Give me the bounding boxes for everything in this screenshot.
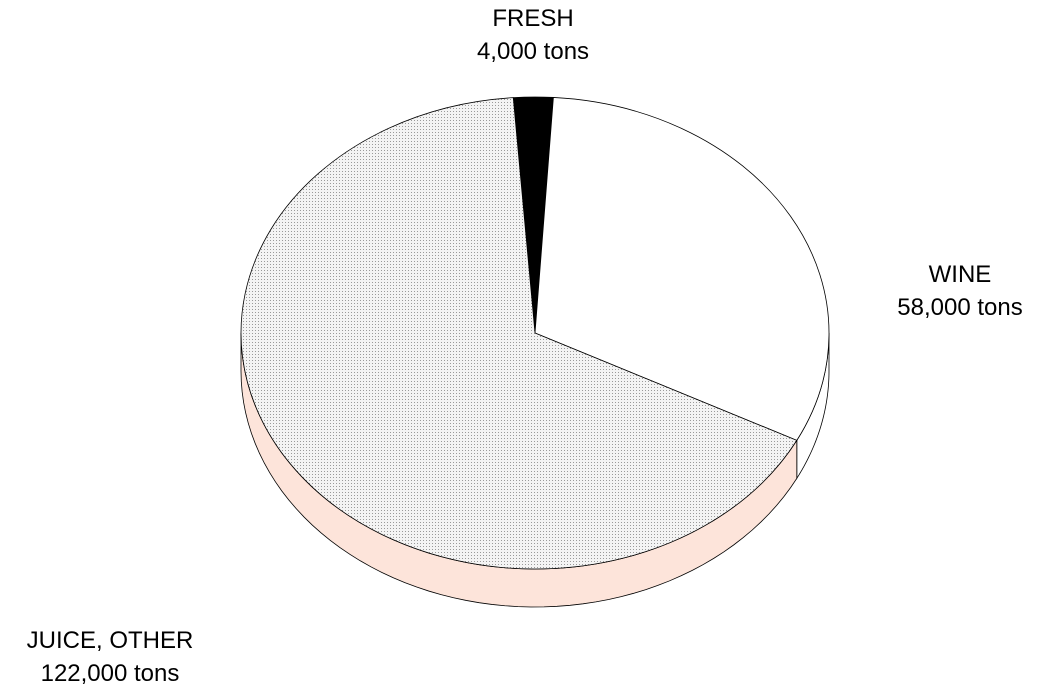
slice-name-wine: WINE	[928, 261, 992, 288]
pie-slice-juice-other	[240, 97, 798, 570]
slice-label-wine: WINE 58,000 tons	[860, 258, 1057, 324]
pie-slice-wine	[534, 97, 830, 441]
slice-value-juice-other: 122,000 tons	[40, 660, 180, 687]
slice-name-fresh: FRESH	[492, 5, 574, 32]
slice-label-juice-other: JUICE, OTHER 122,000 tons	[0, 624, 220, 690]
slice-name-juice-other: JUICE, OTHER	[26, 627, 194, 654]
slice-value-wine: 58,000 tons	[897, 294, 1023, 321]
slice-value-fresh: 4,000 tons	[476, 38, 590, 65]
slice-label-fresh: FRESH 4,000 tons	[433, 2, 633, 68]
